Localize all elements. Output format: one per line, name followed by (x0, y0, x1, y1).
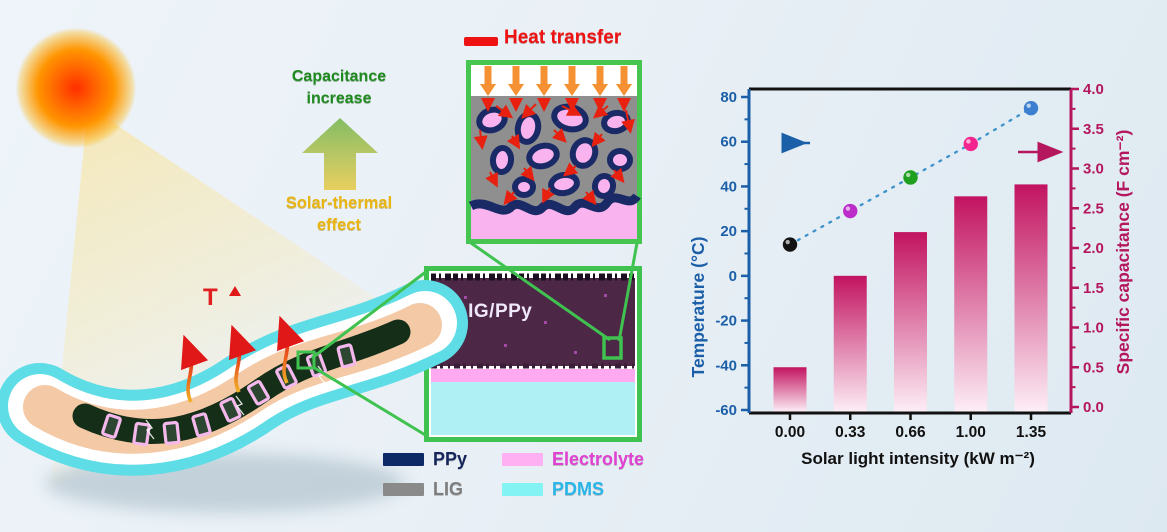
bar-capacitance (954, 196, 988, 412)
capacitance-increase-label: Capacitance increase (258, 66, 420, 109)
left-tick-label: 80 (720, 89, 737, 106)
up-arrow-icon (302, 118, 378, 190)
bar-capacitance (773, 367, 807, 412)
lightning-decor (145, 365, 327, 440)
pdms-label: PDMS (552, 479, 605, 499)
x-tick-label: 0.33 (835, 424, 866, 441)
electrolyte-label: Electrolyte (552, 449, 645, 469)
temperature-point (1023, 100, 1039, 116)
right-tick-label: 2.5 (1083, 200, 1104, 217)
capacitance-increase-line1: Capacitance (291, 68, 387, 85)
ppy-label: PPy (433, 449, 468, 469)
legend-item-electrolyte: Electrolyte (502, 449, 644, 470)
temperature-point (903, 170, 918, 185)
chart-svg: -60 -40 -20 0 20 40 60 80 0.0 0.5 1.0 1.5 2.0 2.5 3.0 3… (688, 81, 1133, 468)
capacitance-increase-line2: increase (306, 89, 372, 107)
temperature-point (782, 237, 798, 252)
x-axis-title: Solar light intensity (kW m⁻²) (801, 449, 1035, 468)
right-tick-label: 0.0 (1083, 399, 1104, 416)
solar-arrows (480, 66, 632, 96)
right-tick-label: 1.0 (1083, 320, 1104, 337)
temperature-point (963, 136, 978, 152)
left-axis-title: Temperature (°C) (688, 237, 708, 378)
sun-icon (17, 29, 135, 147)
bar-capacitance (833, 275, 867, 412)
solar-thermal-line1: Solar-thermal (285, 194, 393, 212)
right-tick-label: 3.0 (1083, 161, 1104, 178)
cross-section-label: LIG/PPy (456, 301, 533, 322)
ppy-swatch (383, 453, 424, 466)
legend-item-ppy: PPy (383, 449, 467, 470)
electrolyte-layer (431, 369, 635, 382)
legend-item-pdms: PDMS (502, 479, 604, 500)
ppy-bottom-layer (468, 192, 641, 216)
electrolyte-swatch (502, 453, 543, 466)
device-illustration (0, 280, 468, 513)
left-tick-label: 20 (720, 223, 737, 240)
left-tick-label: 60 (720, 134, 737, 151)
zoom-square-on-device (296, 350, 316, 370)
heat-transfer-arrows (473, 98, 635, 206)
cross-section-box (424, 266, 642, 442)
solar-thermal-label: Solar-thermal effect (260, 192, 418, 237)
right-tick-label: 3.5 (1083, 121, 1104, 138)
left-tick-label: -20 (715, 313, 737, 330)
heat-transfer-label: Heat transfer (504, 27, 622, 48)
pdms-layer (431, 382, 635, 435)
temperature-rise-label: T (203, 284, 218, 311)
lig-swatch (383, 483, 424, 496)
bar-capacitance (894, 232, 927, 412)
temperature-point (843, 203, 858, 219)
zoom-square-on-cross-section (602, 336, 623, 360)
legend-item-lig: LIG (383, 479, 463, 500)
right-tick-label: 2.0 (1083, 240, 1104, 257)
microstructure-inset (466, 60, 642, 244)
x-tick-label: 0.66 (895, 424, 926, 441)
x-tick-label: 1.35 (1016, 424, 1047, 441)
right-tick-label: 4.0 (1083, 81, 1104, 98)
bar-capacitance (1014, 184, 1048, 412)
right-tick-label: 1.5 (1083, 280, 1104, 297)
lig-label: LIG (433, 479, 463, 499)
left-tick-label: -40 (715, 357, 737, 374)
left-tick-label: 0 (729, 268, 737, 285)
heat-transfer-swatch (464, 37, 498, 46)
rising-heat-arrows (180, 315, 305, 403)
right-axis-title: Specific capacitance (F cm⁻²) (1113, 130, 1133, 375)
right-tick-label: 0.5 (1083, 359, 1104, 376)
lig-strip (72, 319, 411, 444)
pdms-swatch (502, 483, 543, 496)
left-tick-label: 40 (720, 178, 737, 195)
x-tick-label: 0.00 (775, 424, 805, 441)
solar-thermal-line2: effect (316, 216, 361, 235)
left-tick-label: -60 (715, 402, 737, 419)
x-tick-label: 1.00 (956, 424, 986, 441)
temperature-up-arrow-icon (229, 286, 241, 314)
